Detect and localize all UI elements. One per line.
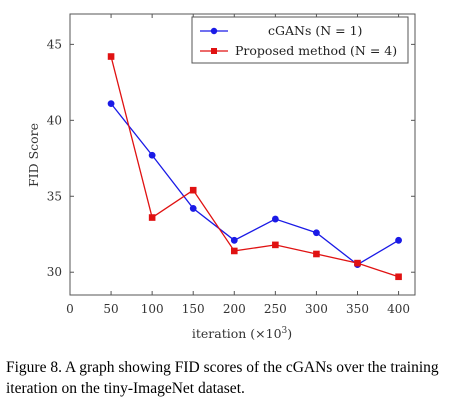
x-axis-ticks: 0 50 100 150 200 250 300 350 400 xyxy=(66,14,410,316)
legend-label-cgans: cGANs (N = 1) xyxy=(268,23,362,38)
y-axis-label: FID Score xyxy=(26,123,41,187)
series-proposed xyxy=(107,53,402,281)
x-tick-label: 0 xyxy=(66,302,74,316)
x-tick-label: 400 xyxy=(387,302,410,316)
x-tick-label: 250 xyxy=(264,302,287,316)
y-tick-label: 45 xyxy=(47,37,62,51)
point-cgans xyxy=(107,100,115,108)
x-tick-label: 300 xyxy=(305,302,328,316)
x-axis-label-main: iteration (×10 xyxy=(192,326,282,341)
point-proposed xyxy=(395,273,402,281)
legend-label-proposed: Proposed method (N = 4) xyxy=(235,43,397,58)
legend: cGANs (N = 1) Proposed method (N = 4) xyxy=(191,16,409,64)
y-tick-label: 30 xyxy=(47,265,62,279)
point-proposed xyxy=(272,241,279,249)
legend-entry-cgans: cGANs (N = 1) xyxy=(200,23,362,38)
point-cgans xyxy=(313,229,320,237)
y-tick-label: 35 xyxy=(47,189,62,203)
x-axis-label: iteration (×103) xyxy=(192,326,292,341)
fid-line-chart: 30 35 40 45 0 50 100 150 200 250 300 350 400 FID Sc… xyxy=(26,13,416,341)
x-axis-label-exponent: 3 xyxy=(282,326,288,336)
point-cgans xyxy=(395,236,402,244)
legend-entry-proposed: Proposed method (N = 4) xyxy=(200,43,397,58)
point-proposed xyxy=(189,186,197,194)
legend-marker-cgans xyxy=(210,27,218,35)
point-proposed xyxy=(230,247,238,255)
x-tick-label: 50 xyxy=(103,302,118,316)
point-cgans xyxy=(271,215,279,223)
y-tick-label: 40 xyxy=(47,113,62,127)
x-tick-label: 150 xyxy=(182,302,205,316)
point-cgans xyxy=(148,151,156,159)
series-layer xyxy=(107,53,402,281)
x-tick-label: 200 xyxy=(223,302,246,316)
point-proposed xyxy=(354,259,361,267)
y-axis-ticks: 30 35 40 45 xyxy=(47,37,415,279)
figure-caption: Figure 8. A graph showing FID scores of … xyxy=(6,359,439,397)
series-line-proposed xyxy=(110,56,399,278)
legend-marker-proposed xyxy=(211,48,217,54)
x-tick-label: 100 xyxy=(141,302,164,316)
point-proposed xyxy=(107,53,115,60)
series-cgans xyxy=(107,100,402,269)
point-proposed xyxy=(313,250,320,258)
x-axis-label-close: ) xyxy=(287,326,292,341)
x-tick-label: 350 xyxy=(346,302,369,316)
point-cgans xyxy=(230,236,238,244)
point-cgans xyxy=(189,205,197,212)
plot-frame xyxy=(69,13,416,296)
point-proposed xyxy=(148,214,156,221)
series-line-cgans xyxy=(110,103,399,266)
legend-box xyxy=(191,16,409,64)
